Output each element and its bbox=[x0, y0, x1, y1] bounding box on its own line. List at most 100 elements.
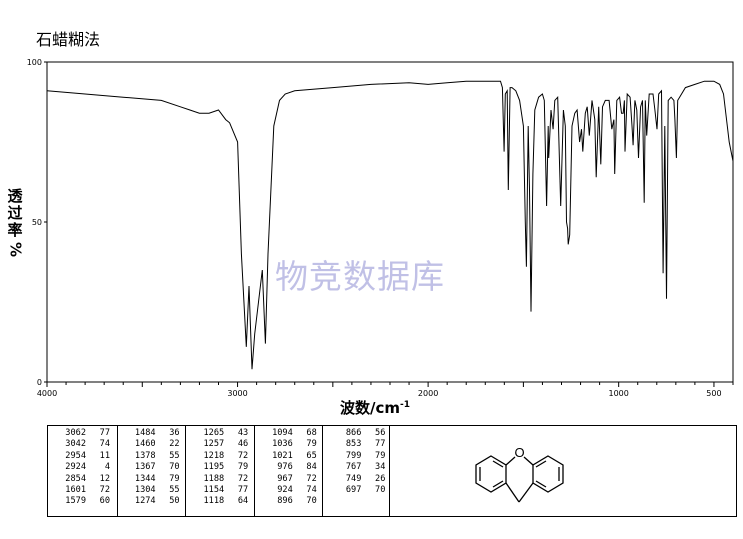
peak-transmittance: 26 bbox=[375, 473, 386, 484]
peak-wavenumber: 976 bbox=[277, 462, 293, 473]
peak-row: 896 70 bbox=[259, 496, 321, 507]
y-tick-label: 50 bbox=[32, 218, 42, 227]
peak-row: 924 74 bbox=[259, 485, 321, 496]
peak-transmittance: 72 bbox=[99, 485, 110, 496]
peak-row: 1218 72 bbox=[190, 451, 252, 462]
peak-transmittance: 84 bbox=[306, 462, 317, 473]
peak-transmittance: 56 bbox=[375, 428, 386, 438]
peak-row: 1274 50 bbox=[122, 496, 184, 507]
peak-row: 1367 70 bbox=[122, 462, 184, 473]
right-ring-double-bond bbox=[535, 460, 547, 468]
peak-transmittance: 22 bbox=[169, 439, 180, 450]
peak-wavenumber: 1188 bbox=[203, 473, 225, 484]
peak-transmittance: 34 bbox=[375, 462, 386, 473]
x-tick-label: 4000 bbox=[37, 389, 57, 398]
peak-wavenumber: 2954 bbox=[65, 450, 86, 461]
peak-row: 1195 79 bbox=[190, 462, 252, 473]
peak-transmittance: 36 bbox=[169, 428, 180, 438]
peak-transmittance: 65 bbox=[306, 450, 317, 461]
y-tick-label: 0 bbox=[37, 378, 42, 387]
peak-transmittance: 4 bbox=[104, 462, 110, 473]
bond-c-o-left bbox=[505, 456, 516, 466]
peak-wavenumber: 1118 bbox=[203, 496, 225, 507]
peak-table: 3062 77 3042 74 2954 11 2924 4 2854 12 1601 72 1579 6… bbox=[47, 425, 390, 517]
peak-row: 697 70 bbox=[327, 485, 387, 496]
peak-row: 1304 55 bbox=[122, 485, 184, 496]
x-tick-label: 2000 bbox=[418, 389, 438, 398]
peak-transmittance: 50 bbox=[169, 496, 180, 507]
peak-transmittance: 11 bbox=[99, 450, 110, 461]
peak-transmittance: 60 bbox=[99, 496, 110, 507]
peak-column-2: 1484 36 1460 22 1378 55 1367 70 1344 79 1304 55 1274… bbox=[118, 426, 187, 516]
bond-c-o-right bbox=[523, 456, 534, 466]
plot-frame bbox=[46, 61, 734, 383]
peak-wavenumber: 1257 bbox=[203, 439, 225, 450]
peak-transmittance: 46 bbox=[237, 439, 249, 450]
peak-row: 767 34 bbox=[327, 462, 387, 473]
y-tick-label: 100 bbox=[27, 58, 42, 67]
peak-transmittance: 74 bbox=[306, 485, 317, 496]
peak-wavenumber: 3062 bbox=[65, 428, 86, 438]
peak-transmittance: 64 bbox=[237, 496, 249, 507]
peak-wavenumber: 1484 bbox=[134, 428, 156, 438]
peak-wavenumber: 2854 bbox=[65, 473, 86, 484]
peak-row: 853 77 bbox=[327, 439, 387, 450]
x-tick-label: 3000 bbox=[227, 389, 247, 398]
peak-wavenumber: 1367 bbox=[134, 462, 156, 473]
peak-wavenumber: 1579 bbox=[65, 496, 86, 507]
peak-row: 1601 72 bbox=[52, 485, 115, 496]
xanthene-structure: O bbox=[475, 445, 564, 503]
peak-wavenumber: 1460 bbox=[134, 439, 156, 450]
peak-wavenumber: 967 bbox=[277, 473, 293, 484]
peak-wavenumber: 1154 bbox=[203, 485, 225, 496]
watermark: 物竞数据库 bbox=[275, 257, 445, 296]
peak-row: 2954 11 bbox=[52, 451, 115, 462]
peak-wavenumber: 866 bbox=[345, 428, 362, 438]
peak-wavenumber: 2924 bbox=[65, 462, 86, 473]
peak-row: 1094 68 bbox=[259, 428, 321, 439]
peak-row: 976 84 bbox=[259, 462, 321, 473]
peak-transmittance: 72 bbox=[306, 473, 317, 484]
peak-column-5: 866 56 853 77 799 79 767 34 749 26 697 70 bbox=[323, 426, 389, 516]
left-ring-double-bond bbox=[492, 480, 504, 488]
peak-transmittance: 79 bbox=[375, 450, 386, 461]
peak-transmittance: 79 bbox=[306, 439, 317, 450]
peak-transmittance: 79 bbox=[237, 462, 249, 473]
peak-row: 1484 36 bbox=[122, 428, 184, 439]
peak-row: 1154 77 bbox=[190, 485, 252, 496]
peak-wavenumber: 1274 bbox=[134, 496, 156, 507]
oxygen-atom-label: O bbox=[514, 445, 524, 460]
peak-wavenumber: 697 bbox=[345, 485, 362, 496]
peak-transmittance: 43 bbox=[237, 428, 249, 438]
x-tick-label: 1000 bbox=[608, 389, 628, 398]
peak-wavenumber: 1094 bbox=[272, 428, 293, 438]
x-axis-label-text: 波数/cm bbox=[340, 399, 401, 417]
peak-transmittance: 77 bbox=[375, 439, 386, 450]
peak-row: 866 56 bbox=[327, 428, 387, 439]
peak-wavenumber: 1195 bbox=[203, 462, 225, 473]
peak-row: 1021 65 bbox=[259, 451, 321, 462]
peak-column-1: 3062 77 3042 74 2954 11 2924 4 2854 12 1601 72 1579 6… bbox=[48, 426, 118, 516]
peak-wavenumber: 1036 bbox=[272, 439, 293, 450]
peak-row: 1344 79 bbox=[122, 474, 184, 485]
peak-wavenumber: 1344 bbox=[134, 473, 156, 484]
method-title: 石蜡糊法 bbox=[36, 30, 101, 49]
right-ring-double-bond bbox=[535, 480, 547, 488]
peak-wavenumber: 1378 bbox=[134, 450, 156, 461]
peak-transmittance: 55 bbox=[169, 485, 180, 496]
peak-wavenumber: 1265 bbox=[203, 428, 225, 438]
y-axis-label: 透 过 率 % bbox=[4, 188, 26, 258]
x-axis-ticks: 4000 3000 2000 1000 500 bbox=[37, 382, 734, 398]
peak-wavenumber: 896 bbox=[277, 496, 293, 507]
y-axis-label-char-1: 透 bbox=[7, 187, 23, 205]
peak-wavenumber: 924 bbox=[277, 485, 293, 496]
x-tick-label: 500 bbox=[706, 389, 721, 398]
peak-row: 1118 64 bbox=[190, 496, 252, 507]
peak-wavenumber: 853 bbox=[345, 439, 362, 450]
peak-row: 2924 4 bbox=[52, 462, 115, 473]
x-axis-label: 波数/cm-1 bbox=[340, 397, 410, 418]
peak-row: 3042 74 bbox=[52, 439, 115, 450]
y-axis-label-unit: % bbox=[6, 241, 25, 258]
peak-wavenumber: 749 bbox=[345, 473, 362, 484]
peak-row: 3062 77 bbox=[52, 428, 115, 439]
